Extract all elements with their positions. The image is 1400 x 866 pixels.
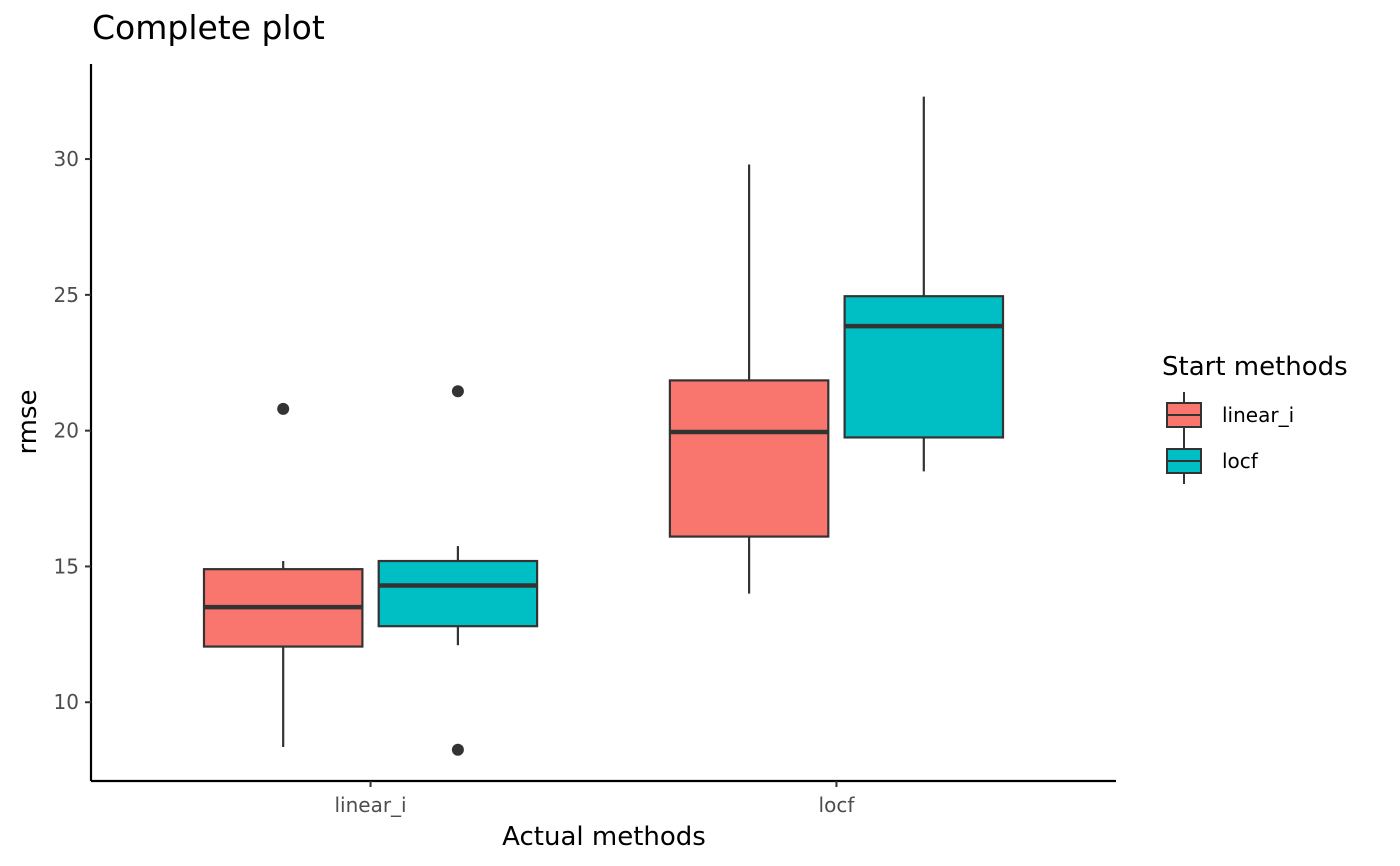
legend-label: locf — [1222, 449, 1258, 473]
outlier-point — [451, 743, 464, 756]
box-body — [377, 559, 539, 628]
outlier-point — [451, 385, 464, 398]
y-tick-label: 20 — [54, 419, 79, 443]
box-body — [668, 379, 830, 538]
y-axis-title: rmse — [13, 389, 43, 454]
box-linear_i-linear_i — [202, 402, 364, 748]
x-axis-title: Actual methods — [502, 822, 706, 852]
legend-key — [1166, 438, 1202, 484]
box-locf-locf — [843, 96, 1005, 472]
chart-title: Complete plot — [92, 8, 325, 47]
legend-key — [1166, 392, 1202, 438]
y-tick-label: 10 — [54, 690, 79, 714]
boxes — [202, 96, 1005, 756]
y-tick-label: 25 — [54, 283, 79, 307]
box-locf-linear_i — [377, 385, 539, 756]
box-linear_i-locf — [668, 164, 830, 594]
box-body — [843, 295, 1005, 439]
outlier-point — [277, 402, 290, 415]
legend-item-linear_i: linear_i — [1162, 392, 1348, 438]
legend-title: Start methods — [1162, 352, 1348, 382]
x-tick-label: locf — [819, 793, 856, 817]
y-tick-label: 30 — [54, 147, 79, 171]
axes: 10 15 20 25 30 linear_i locf — [54, 64, 1116, 817]
x-tick-label: linear_i — [334, 793, 406, 817]
legend-item-locf: locf — [1162, 438, 1348, 484]
y-tick-label: 15 — [54, 554, 79, 578]
legend-label: linear_i — [1222, 403, 1295, 427]
